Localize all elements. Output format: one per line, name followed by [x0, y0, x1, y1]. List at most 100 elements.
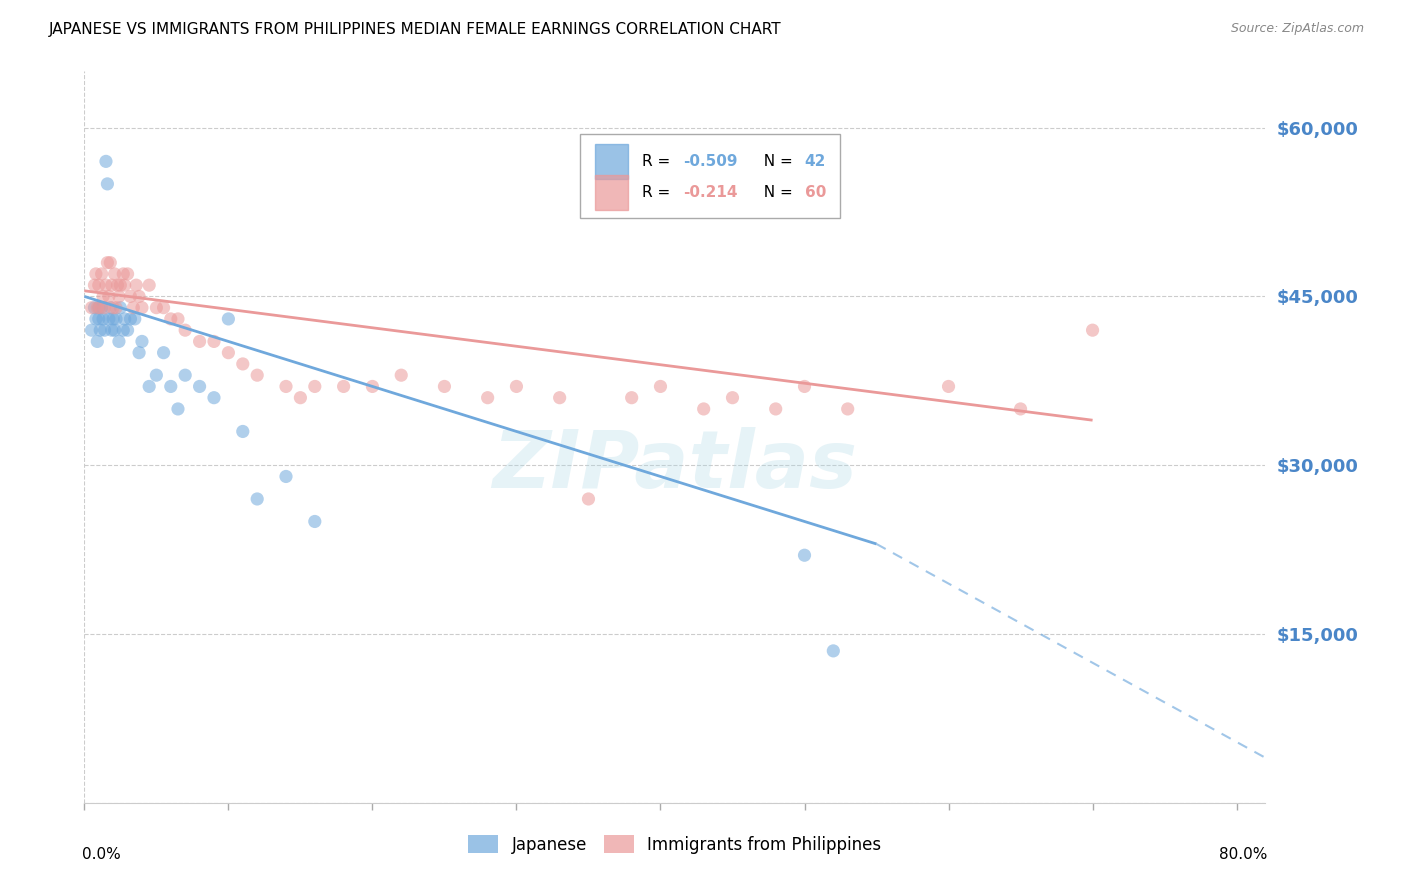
Point	[110, 278, 132, 293]
Point	[84, 312, 107, 326]
Point	[232, 425, 254, 439]
Point	[217, 345, 239, 359]
Point	[823, 644, 845, 658]
Point	[90, 301, 112, 315]
Point	[217, 312, 239, 326]
Point	[548, 391, 571, 405]
Point	[83, 278, 105, 293]
Point	[93, 323, 115, 337]
Point	[97, 312, 120, 326]
Point	[105, 301, 128, 315]
Point	[87, 278, 110, 293]
FancyBboxPatch shape	[581, 134, 841, 218]
Point	[112, 267, 135, 281]
Point	[117, 267, 139, 281]
Text: 60: 60	[804, 186, 827, 201]
Point	[578, 491, 600, 506]
Point	[246, 491, 269, 506]
Text: 42: 42	[804, 153, 827, 169]
Point	[290, 391, 312, 405]
Point	[721, 391, 744, 405]
Point	[80, 323, 103, 337]
Point	[692, 401, 714, 416]
Point	[128, 289, 150, 303]
Text: R =: R =	[641, 186, 681, 201]
Point	[361, 379, 384, 393]
Point	[128, 345, 150, 359]
Point	[91, 312, 114, 326]
Point	[94, 154, 117, 169]
Point	[100, 278, 122, 293]
Point	[97, 289, 120, 303]
Point	[93, 301, 115, 315]
Point	[105, 312, 128, 326]
Point	[167, 401, 190, 416]
Point	[104, 267, 127, 281]
Point	[122, 301, 145, 315]
Point	[152, 345, 174, 359]
Point	[578, 154, 600, 169]
Point	[101, 301, 124, 315]
Text: N =: N =	[754, 186, 797, 201]
Point	[304, 379, 326, 393]
Point	[505, 379, 527, 393]
Point	[83, 301, 105, 315]
Point	[938, 379, 960, 393]
Point	[117, 323, 139, 337]
Point	[188, 334, 211, 349]
Point	[274, 379, 297, 393]
Text: 80.0%: 80.0%	[1219, 847, 1268, 862]
Point	[114, 278, 136, 293]
Point	[107, 278, 129, 293]
Text: Source: ZipAtlas.com: Source: ZipAtlas.com	[1230, 22, 1364, 36]
Text: -0.509: -0.509	[683, 153, 738, 169]
Text: ZIPatlas: ZIPatlas	[492, 427, 858, 506]
Point	[620, 391, 643, 405]
Point	[202, 391, 225, 405]
Point	[188, 379, 211, 393]
Point	[793, 548, 815, 562]
Point	[174, 323, 197, 337]
Point	[100, 323, 122, 337]
Point	[80, 301, 103, 315]
Point	[112, 323, 135, 337]
Point	[91, 289, 114, 303]
Point	[145, 368, 167, 383]
Point	[86, 334, 108, 349]
Point	[114, 312, 136, 326]
Text: -0.214: -0.214	[683, 186, 738, 201]
Point	[98, 301, 121, 315]
Legend: Japanese, Immigrants from Philippines: Japanese, Immigrants from Philippines	[461, 829, 889, 860]
Point	[174, 368, 197, 383]
Point	[108, 334, 131, 349]
Point	[159, 312, 181, 326]
Bar	[595, 144, 627, 179]
Point	[232, 357, 254, 371]
Text: N =: N =	[754, 153, 797, 169]
Point	[138, 379, 160, 393]
Point	[274, 469, 297, 483]
Point	[304, 515, 326, 529]
Point	[90, 267, 112, 281]
Point	[433, 379, 456, 393]
Text: JAPANESE VS IMMIGRANTS FROM PHILIPPINES MEDIAN FEMALE EARNINGS CORRELATION CHART: JAPANESE VS IMMIGRANTS FROM PHILIPPINES …	[49, 22, 782, 37]
Text: R =: R =	[641, 153, 675, 169]
Point	[86, 301, 108, 315]
Point	[89, 323, 111, 337]
Point	[125, 278, 148, 293]
Point	[477, 391, 499, 405]
Point	[87, 301, 110, 315]
Text: 0.0%: 0.0%	[82, 847, 121, 862]
Bar	[595, 175, 627, 211]
Point	[389, 368, 412, 383]
Point	[131, 334, 153, 349]
Point	[202, 334, 225, 349]
Point	[84, 267, 107, 281]
Point	[152, 301, 174, 315]
Point	[246, 368, 269, 383]
Point	[124, 312, 146, 326]
Point	[837, 401, 859, 416]
Point	[87, 312, 110, 326]
Point	[96, 255, 118, 269]
Point	[765, 401, 787, 416]
